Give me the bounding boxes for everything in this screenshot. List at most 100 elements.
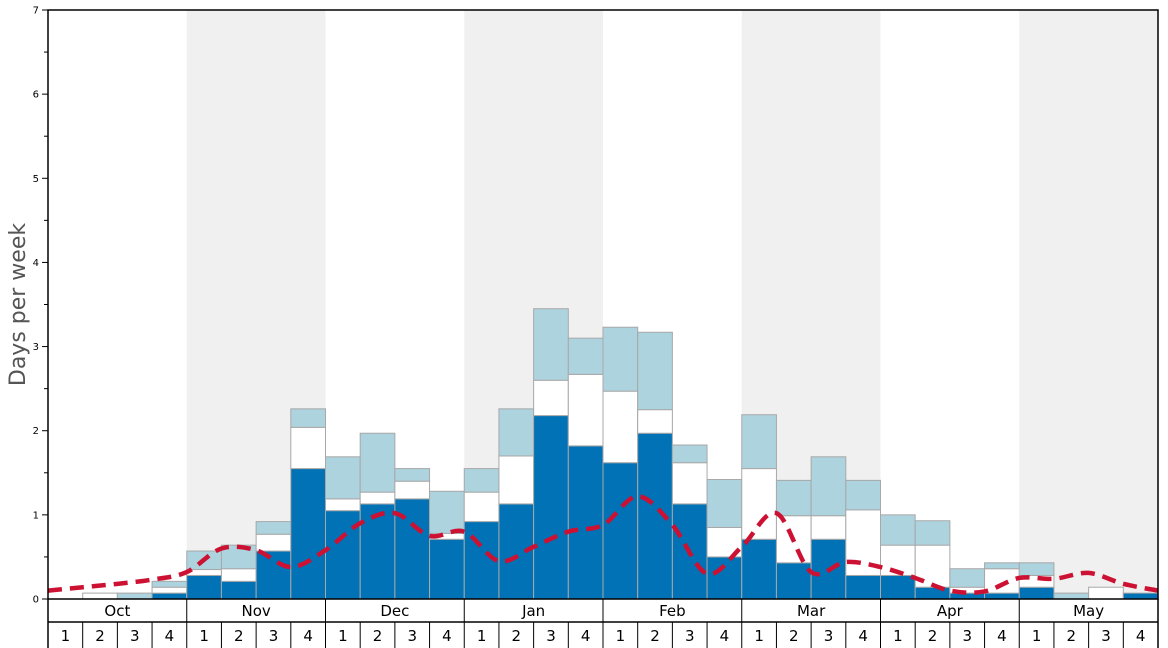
y-tick-label: 4 [33,258,39,269]
bar-segment-dark [880,574,916,600]
bar-segment-light [567,337,604,375]
bar-segment-light [671,444,708,464]
week-label: 3 [130,627,140,645]
bar-segment-light [637,331,673,411]
bar-segment-middle [567,373,604,447]
week-label: 1 [893,627,903,645]
bar-segment-dark [533,415,569,600]
bar-segment-middle [741,468,777,540]
bar-segment-dark [220,580,257,600]
month-label: Apr [937,602,964,620]
week-label: 2 [928,627,938,645]
bar-segment-dark [741,538,777,600]
y-tick-label: 0 [33,595,39,606]
bar-segment-middle [984,568,1020,594]
bar-segment-middle [151,586,188,594]
bar-segment-light [325,456,361,500]
week-label: 1 [338,627,348,645]
month-label: Dec [380,602,409,620]
bar-segment-light [394,468,431,482]
y-tick-label: 5 [33,174,39,185]
week-label: 3 [1101,627,1111,645]
bar-segment-light [429,490,465,534]
bar-segment-light [116,592,153,600]
week-label: 2 [789,627,799,645]
week-label: 1 [477,627,487,645]
week-label: 3 [546,627,556,645]
bar-segment-middle [810,515,847,540]
bar-segment-middle [602,390,639,464]
week-label: 2 [650,627,660,645]
bar-segment-light [775,479,812,517]
bar-segment-dark [1122,592,1159,600]
week-label: 4 [303,627,313,645]
bar-segment-middle [359,491,396,505]
bar-segment-middle [1088,586,1124,600]
x-axis: Oct 1 2 3 4 Nov 1 2 3 4 Dec 1 2 3 4 Jan 1 2 3 4 Feb 1 2 3 4 Mar 1 2… [47,599,1159,648]
bar-segment-dark [567,445,604,600]
bar-segment-middle [533,379,569,417]
bar-segment-middle [220,568,257,582]
bar-segment-middle [325,498,361,512]
month-label: Mar [797,602,826,620]
y-tick-label: 2 [33,426,39,437]
week-label: 4 [165,627,175,645]
bar-segment-dark [706,556,743,600]
month-label: Feb [659,602,686,620]
bar-segment-light [463,468,500,493]
week-label: 4 [997,627,1007,645]
bar-segment-dark [1018,586,1055,600]
week-label: 2 [234,627,244,645]
week-label: 4 [720,627,730,645]
bar-segment-middle [290,426,326,470]
y-axis-label: Days per week [6,223,31,386]
bar-segment-dark [602,462,639,600]
bar-segment-dark [151,592,188,600]
week-label: 2 [373,627,383,645]
bar-segment-dark [984,592,1020,600]
y-tick-label: 7 [33,6,39,17]
bar-segment-light [1053,592,1090,600]
bar-segment-middle [671,462,708,505]
bar-segment-light [741,414,777,470]
y-tick-label: 1 [33,510,39,521]
bar-segment-dark [290,468,326,600]
week-label: 4 [581,627,591,645]
week-label: 2 [95,627,105,645]
bar-segment-light [706,479,743,528]
week-label: 1 [616,627,626,645]
bar-segment-light [949,568,986,588]
week-label: 3 [269,627,279,645]
bar-segment-light [914,520,951,546]
week-label: 2 [512,627,522,645]
bar-segment-middle [82,592,118,600]
week-label: 1 [199,627,209,645]
week-label: 4 [858,627,868,645]
week-label: 4 [1136,627,1146,645]
y-tick-label: 3 [33,342,39,353]
bar-segment-dark [429,538,465,600]
alternating-month-bands [186,10,1158,599]
month-label: Jan [521,602,545,620]
week-label: 1 [1032,627,1042,645]
week-label: 1 [754,627,764,645]
bar-segment-dark [186,574,222,600]
week-label: 3 [407,627,417,645]
week-label: 4 [442,627,452,645]
bar-segment-light [151,580,188,588]
bar-segment-dark [255,550,292,600]
bar-segment-dark [775,562,812,600]
bar-segment-middle [255,533,292,552]
bar-segment-middle [463,491,500,523]
bar-segment-light [1018,562,1055,576]
bar-segment-dark [359,503,396,600]
y-tick-label: 6 [33,90,39,101]
bar-segment-light [602,326,639,392]
week-label: 3 [685,627,695,645]
bar-segment-middle [394,480,431,500]
week-label: 3 [824,627,834,645]
bar-segment-light [880,514,916,546]
month-label: Oct [104,602,130,620]
bar-segment-light [533,308,569,381]
